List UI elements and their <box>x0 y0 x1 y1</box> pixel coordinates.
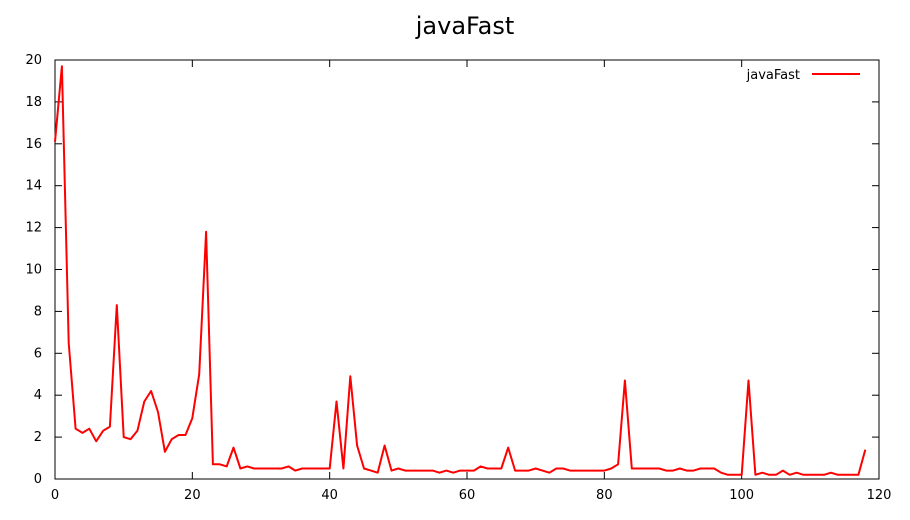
x-tick-label: 20 <box>184 488 201 503</box>
x-tick-label: 60 <box>459 488 476 503</box>
chart-title: javaFast <box>415 12 515 40</box>
legend: javaFast <box>746 68 860 83</box>
x-tick-label: 120 <box>867 488 892 503</box>
y-tick-label: 10 <box>25 263 42 278</box>
y-tick-label: 20 <box>25 53 42 68</box>
y-tick-label: 2 <box>34 430 42 445</box>
y-tick-label: 16 <box>25 137 42 152</box>
x-tick-label: 80 <box>596 488 613 503</box>
y-tick-label: 6 <box>34 346 42 361</box>
series-line <box>54 65 867 476</box>
x-tick-label: 40 <box>321 488 338 503</box>
legend-label: javaFast <box>746 68 800 83</box>
y-tick-label: 14 <box>25 179 42 194</box>
y-tick-label: 18 <box>25 95 42 110</box>
x-tick-label: 0 <box>51 488 59 503</box>
y-tick-label: 0 <box>34 472 42 487</box>
y-tick-label: 4 <box>34 388 42 403</box>
y-tick-label: 8 <box>34 304 42 319</box>
x-tick-label: 100 <box>729 488 754 503</box>
plot-frame <box>54 59 880 480</box>
series-group <box>54 65 867 476</box>
y-tick-label: 12 <box>25 221 42 236</box>
axis-ticks: 0 20 40 60 80 100 120 0 2 4 6 8 10 12 14 16 18 20 <box>25 53 891 503</box>
